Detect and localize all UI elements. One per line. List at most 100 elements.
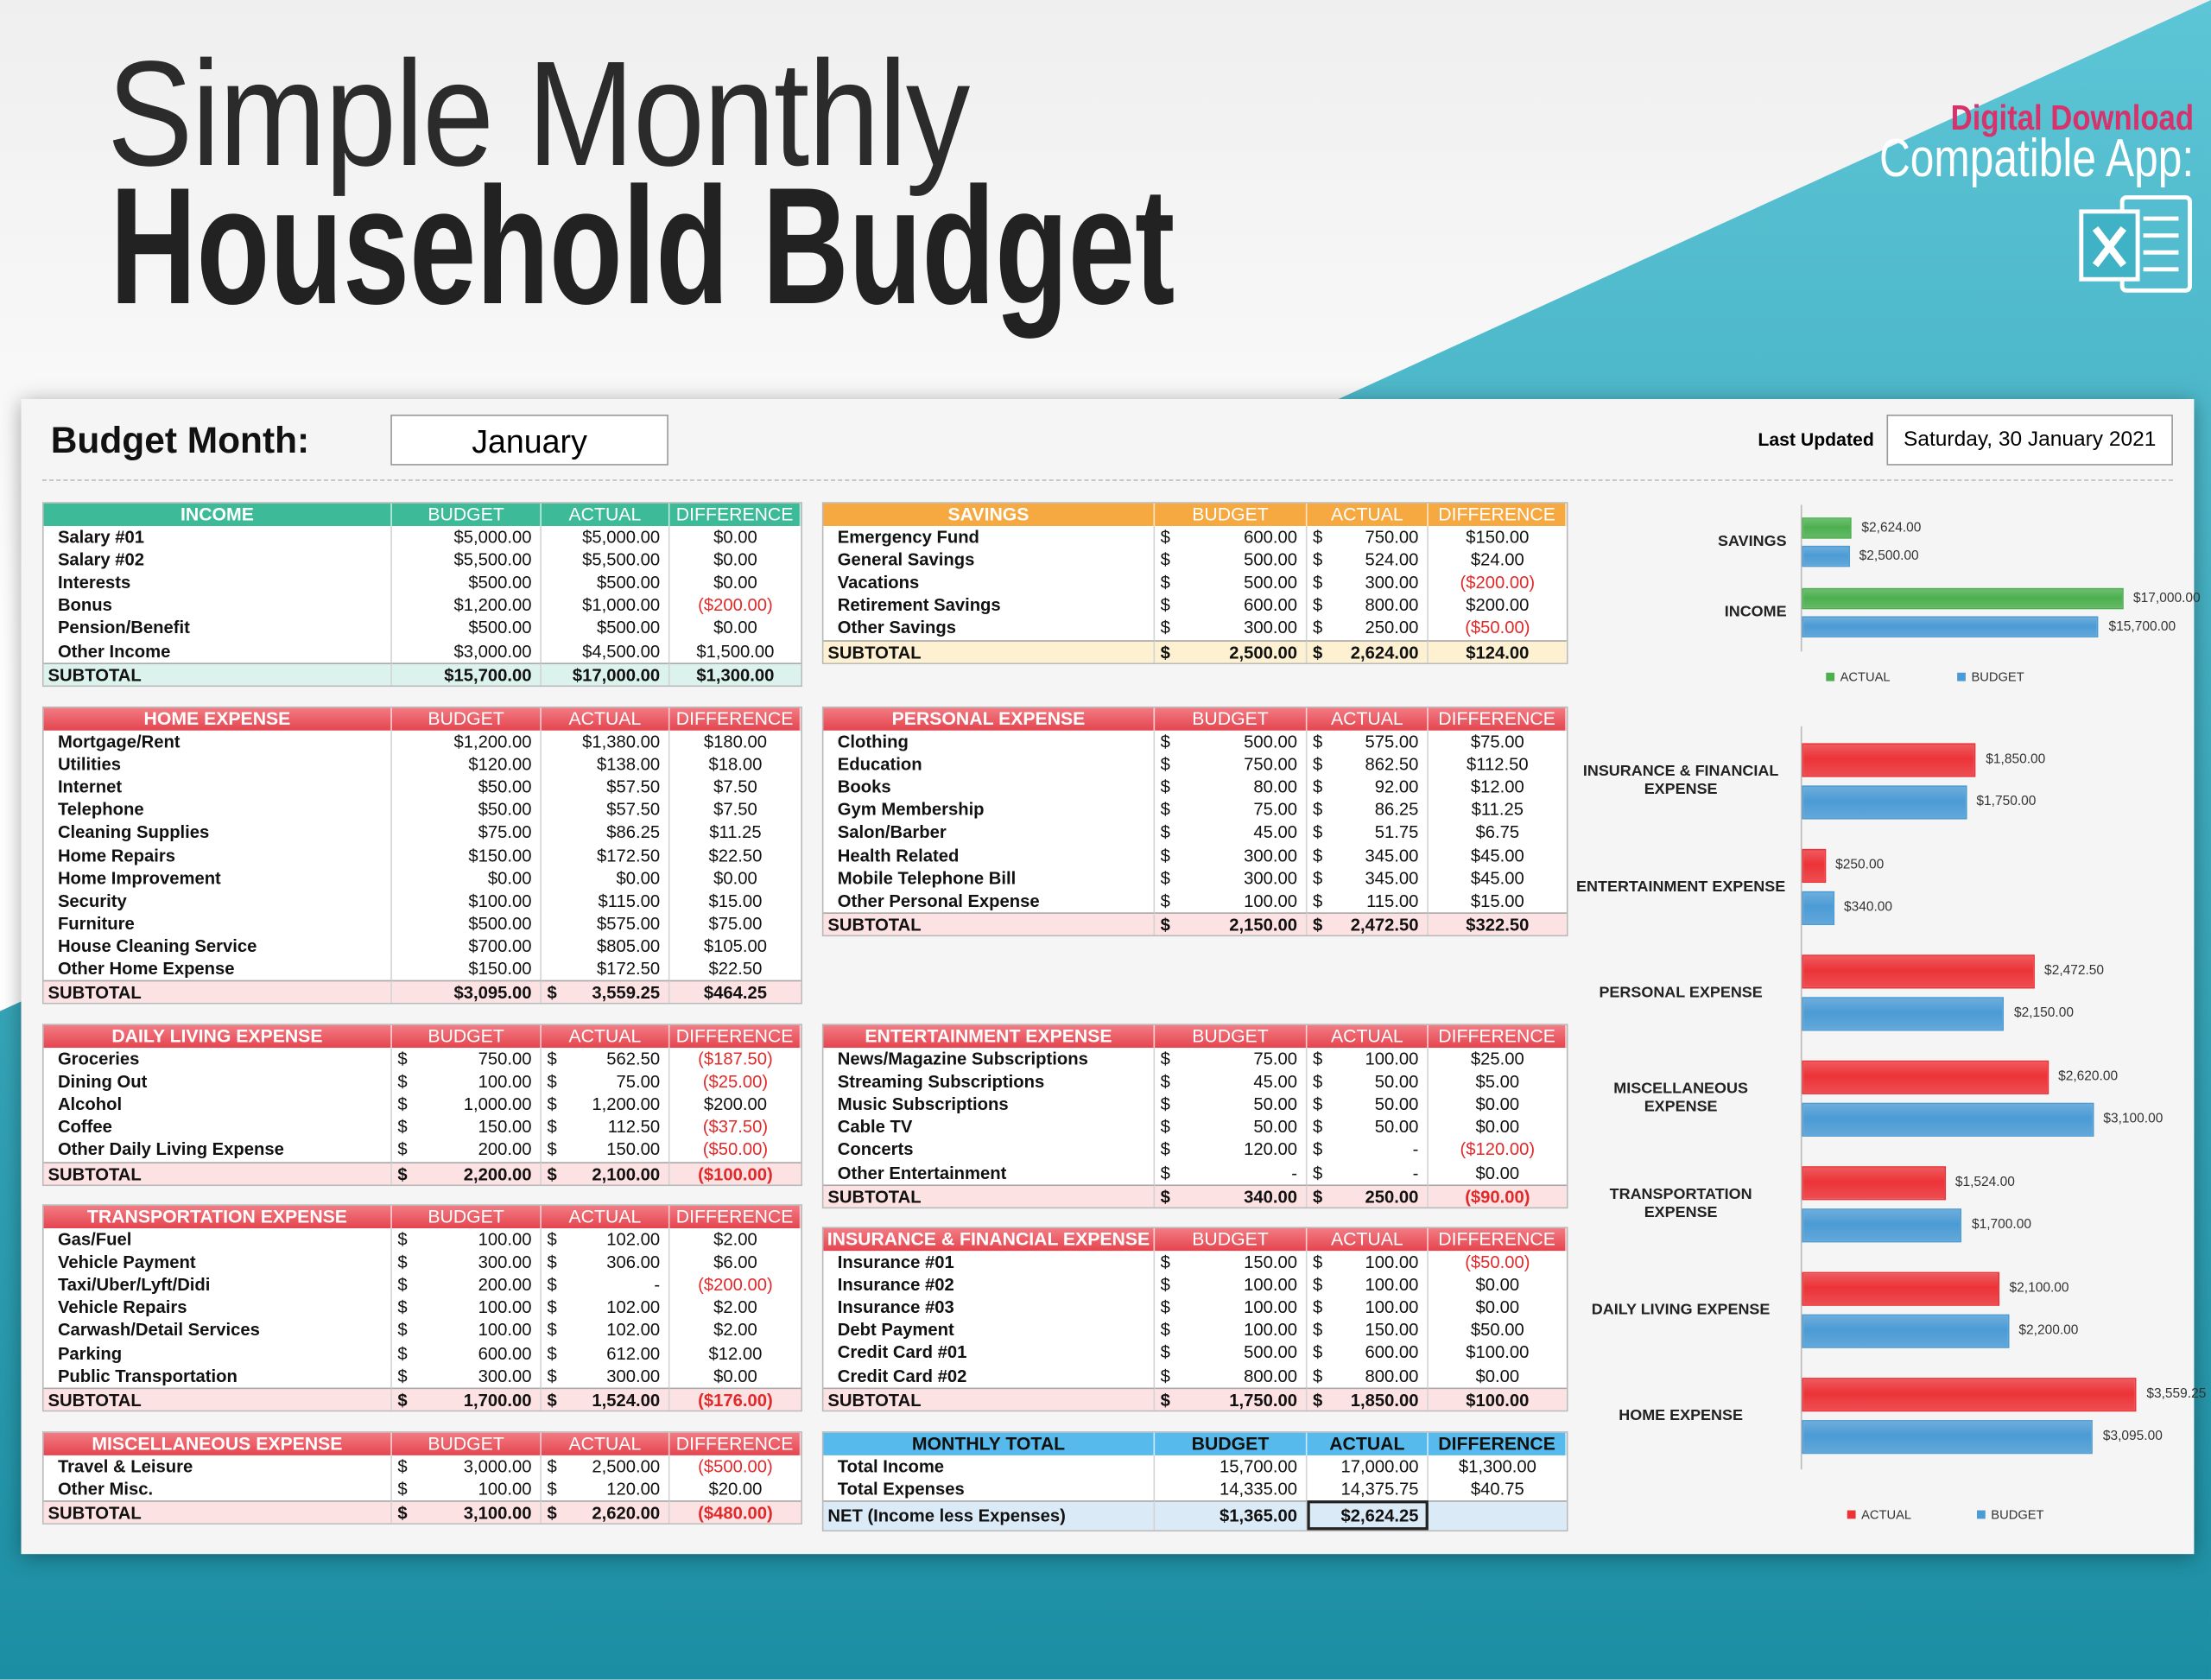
table-cell: $300.00 <box>542 1364 670 1388</box>
cell-text: ($200.00) <box>1460 573 1536 593</box>
amount: 300.00 <box>478 1252 532 1272</box>
table-cell: $57.50 <box>542 798 670 821</box>
currency-symbol: $ <box>1312 527 1323 548</box>
table-cell: $5.00 <box>1429 1070 1567 1093</box>
column-header: ACTUAL <box>568 1205 642 1227</box>
amount: 100.00 <box>1365 1252 1419 1272</box>
updated-input[interactable]: Saturday, 30 January 2021 <box>1886 414 2173 466</box>
currency-symbol: $ <box>1312 1163 1323 1183</box>
table-cell: $57.50 <box>542 776 670 799</box>
currency-symbol: $ <box>1312 777 1323 797</box>
currency-symbol: $ <box>1160 1094 1170 1115</box>
table-row: Coffee $150.00 $112.50 ($37.50) <box>44 1116 801 1139</box>
cell-text: $15.00 <box>1470 891 1524 911</box>
cell-text: Vehicle Repairs <box>57 1297 187 1318</box>
amount: 100.00 <box>1365 1297 1419 1318</box>
table-cell: INSURANCE & FINANCIAL EXPENSE <box>823 1228 1156 1252</box>
table-cell: Music Subscriptions <box>823 1093 1156 1117</box>
currency-symbol: $ <box>397 1094 408 1115</box>
table-cell: MONTHLY TOTAL <box>823 1432 1156 1456</box>
cell-text: $57.50 <box>606 777 661 797</box>
table-cell: Gym Membership <box>823 798 1156 821</box>
table-cell: ($200.00) <box>670 1274 801 1296</box>
table-cell: Cleaning Supplies <box>44 821 392 845</box>
cell-text: $500.00 <box>468 573 532 593</box>
value-label: $2,472.50 <box>2044 963 2105 979</box>
table-row: Salary #02 $5,500.00 $5,500.00 $0.00 <box>44 548 801 572</box>
cell-text: $172.50 <box>596 959 661 979</box>
currency-symbol: $ <box>1160 1187 1170 1207</box>
table-row: SUBTOTAL $2,150.00 $2,472.50 $322.50 <box>823 912 1567 935</box>
table-cell: BUDGET <box>392 1205 542 1229</box>
table-cell: $22.50 <box>670 958 801 980</box>
table-row: SUBTOTAL $2,200.00 $2,100.00 ($100.00) <box>43 1161 801 1184</box>
table-cell: Security <box>44 889 392 913</box>
cell-text: Telephone <box>57 800 144 821</box>
table-cell: Home Improvement <box>44 866 392 890</box>
legend-swatch <box>1826 672 1835 682</box>
table-cell: $100.00 <box>1429 1341 1567 1364</box>
table-cell: $600.00 <box>1155 526 1308 549</box>
amount: 200.00 <box>478 1139 532 1160</box>
legend-swatch <box>1847 1510 1856 1519</box>
table-cell: $0.00 <box>670 1365 801 1387</box>
table-cell: ACTUAL <box>1307 707 1429 731</box>
currency-symbol: $ <box>1312 595 1323 616</box>
table-cell: $120.00 <box>1155 1138 1308 1162</box>
table-row: SUBTOTAL $3,100.00 $2,620.00 ($480.00) <box>43 1500 801 1524</box>
table-row: Home Repairs $150.00 $172.50 $22.50 <box>44 844 801 867</box>
amount: 1,750.00 <box>1229 1390 1298 1411</box>
cell-text: $25.00 <box>1470 1049 1524 1069</box>
table-row: SUBTOTAL $340.00 $250.00 ($90.00) <box>823 1183 1567 1208</box>
currency-symbol: $ <box>1160 642 1170 662</box>
month-input[interactable]: January <box>390 414 668 466</box>
cell-text: $0.00 <box>1475 1094 1520 1115</box>
table-cell: $50.00 <box>1307 1070 1429 1094</box>
amount: 1,200.00 <box>592 1094 661 1115</box>
table-cell: Other Savings <box>823 617 1156 640</box>
table-cell: BUDGET <box>1155 707 1308 731</box>
table-cell: $1,200.00 <box>542 1093 670 1117</box>
cell-text: Total Income <box>837 1456 945 1477</box>
table-cell: $50.00 <box>1155 1116 1308 1139</box>
amount: 102.00 <box>606 1229 661 1250</box>
amount: 100.00 <box>478 1229 532 1250</box>
table-cell: Home Repairs <box>44 844 392 867</box>
currency-symbol: $ <box>1160 891 1170 911</box>
column-header: DIFFERENCE <box>675 1432 794 1455</box>
table-row: Telephone $50.00 $57.50 $7.50 <box>44 798 801 821</box>
cell-text: Salon/Barber <box>837 822 947 843</box>
amount: 115.00 <box>1366 891 1419 911</box>
table-cell: BUDGET <box>392 1432 542 1456</box>
amount: 3,000.00 <box>463 1456 532 1477</box>
currency-symbol: $ <box>397 1252 408 1272</box>
table-cell: $45.00 <box>1429 867 1567 890</box>
title-line-1: Simple Monthly <box>107 30 970 198</box>
amount: 100.00 <box>1365 1049 1419 1069</box>
column-header: ACTUAL <box>568 1432 642 1455</box>
table-cell: $500.00 <box>1155 571 1308 594</box>
table-cell: $50.00 <box>1307 1116 1429 1139</box>
cell-text: $12.00 <box>1470 777 1524 797</box>
amount: 120.00 <box>1244 1139 1298 1160</box>
bar <box>1802 517 1852 539</box>
table-row: Total Expenses 14,335.00 14,375.75 $40.75 <box>823 1478 1566 1501</box>
table-cell: $750.00 <box>392 1048 542 1071</box>
cell-text: Bonus <box>57 595 112 616</box>
amount: 50.00 <box>1374 1117 1419 1138</box>
category-label: PERSONAL EXPENSE <box>1599 983 1763 1001</box>
cell-text: $150.00 <box>468 845 532 865</box>
currency-symbol: $ <box>1160 1366 1170 1386</box>
cell-text: $2.00 <box>713 1229 757 1250</box>
table-cell: SUBTOTAL <box>43 662 392 686</box>
currency-symbol: $ <box>1312 1139 1323 1160</box>
table-cell: $1,850.00 <box>1307 1386 1429 1411</box>
bar <box>1802 743 1976 777</box>
cell-text: ($500.00) <box>698 1456 773 1477</box>
amount: 100.00 <box>1244 891 1298 911</box>
cell-text: $24.00 <box>1470 550 1524 570</box>
table-row: SUBTOTAL $1,700.00 $1,524.00 ($176.00) <box>43 1387 801 1411</box>
table-cell: ACTUAL <box>1307 1228 1429 1252</box>
amount: 150.00 <box>606 1139 661 1160</box>
table-cell: Health Related <box>823 844 1156 867</box>
